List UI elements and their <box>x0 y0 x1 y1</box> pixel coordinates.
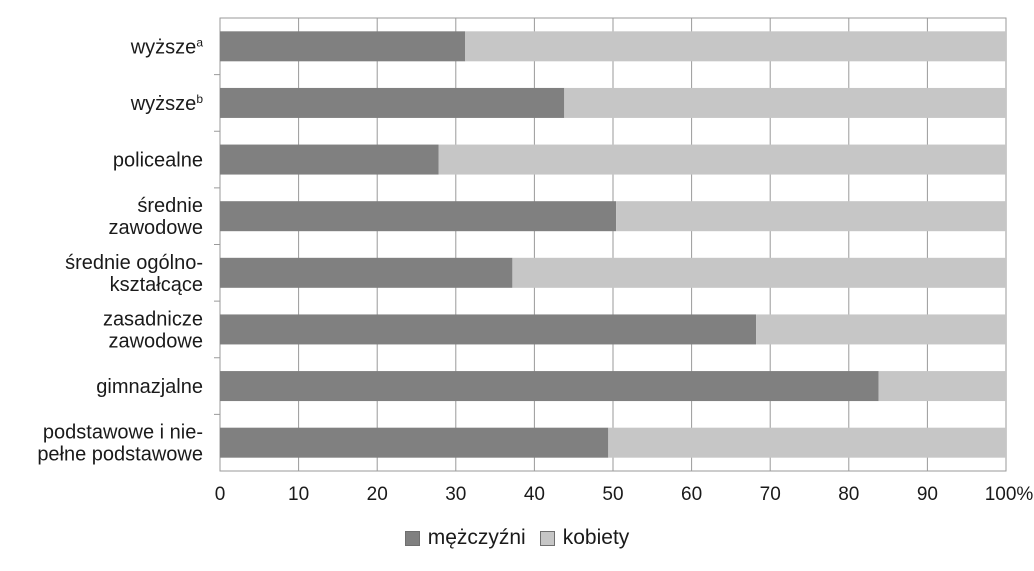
category-label: zawodowe <box>108 330 203 352</box>
bar-segment-women <box>756 314 1006 345</box>
bar-segment-women <box>512 257 1006 288</box>
bar-segment-women <box>878 371 1006 402</box>
category-label: zasadnicze <box>103 308 203 330</box>
x-tick-label: 60 <box>681 484 702 505</box>
x-tick-label: 0 <box>215 484 226 505</box>
category-labels: wyższeawyższebpolicealneśredniezawodoweś… <box>37 35 203 465</box>
x-tick-label: 90 <box>917 484 938 505</box>
category-label: średnie ogólno- <box>65 252 203 274</box>
category-label: podstawowe i nie- <box>43 422 203 444</box>
category-label: wyższea <box>130 35 204 58</box>
category-label: wyższeb <box>130 92 204 115</box>
stacked-bar-chart: wyższeawyższebpolicealneśredniezawodoweś… <box>37 17 1034 505</box>
x-tick-label: 40 <box>524 484 545 505</box>
bar-segment-women <box>438 144 1006 175</box>
legend-label-women: kobiety <box>562 526 630 549</box>
legend-swatch-women <box>539 530 555 546</box>
bar-segment-women <box>465 31 1006 62</box>
legend: mężczyźni kobiety <box>0 526 1034 550</box>
category-label-superscript: a <box>196 35 203 49</box>
x-axis-ticks: 0 10 20 30 40 50 60 70 80 90 100% <box>215 484 1034 505</box>
bar-segment-men <box>220 144 439 175</box>
legend-item-women: kobiety <box>539 526 630 550</box>
x-tick-label: 10 <box>288 484 309 505</box>
category-label: pełne podstawowe <box>37 444 203 466</box>
x-tick-label: 30 <box>445 484 466 505</box>
category-label: gimnazjalne <box>96 376 203 398</box>
bar-segment-men <box>220 87 565 118</box>
legend-swatch-men <box>404 530 420 546</box>
bars <box>220 31 1006 458</box>
x-tick-label: 70 <box>760 484 781 505</box>
bar-segment-women <box>564 87 1006 118</box>
bar-segment-men <box>220 201 617 232</box>
bar-segment-women <box>616 201 1006 232</box>
legend-item-men: mężczyźni <box>404 526 526 550</box>
x-tick-label: 80 <box>838 484 859 505</box>
x-tick-label: 50 <box>602 484 623 505</box>
category-label: kształcące <box>110 274 203 296</box>
x-tick-label: 100% <box>985 484 1034 505</box>
category-label: policealne <box>113 150 203 172</box>
bar-segment-men <box>220 31 466 62</box>
legend-label-men: mężczyźni <box>427 526 526 549</box>
bar-segment-men <box>220 371 879 402</box>
grid-lines <box>214 17 1007 472</box>
x-tick-label: 20 <box>367 484 388 505</box>
category-label-superscript: b <box>196 92 203 106</box>
bar-segment-men <box>220 257 513 288</box>
category-label: zawodowe <box>108 217 203 239</box>
bar-segment-men <box>220 427 609 458</box>
category-label: średnie <box>137 195 203 217</box>
bar-segment-men <box>220 314 757 345</box>
bar-segment-women <box>608 427 1006 458</box>
